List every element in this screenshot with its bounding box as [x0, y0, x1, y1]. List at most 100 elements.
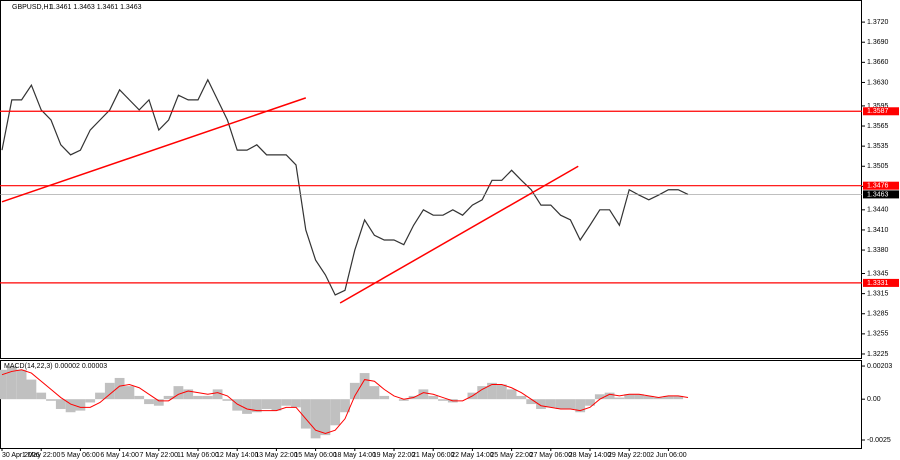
y-tick-label: 0.00	[867, 396, 881, 403]
x-tick-label: 25 May 22:00	[490, 452, 533, 459]
x-tick-label: 18 May 14:00	[334, 452, 377, 459]
macd-bar	[212, 389, 223, 400]
macd-bar	[153, 399, 164, 406]
macd-bar	[359, 373, 370, 400]
level-tag	[863, 181, 899, 190]
y-tick-label: 1.3690	[867, 39, 889, 46]
macd-bar	[428, 395, 439, 400]
macd-bar	[114, 377, 125, 400]
level-label: 1.3587	[867, 108, 889, 115]
current-price-tag	[863, 190, 899, 199]
macd-bar	[26, 379, 37, 400]
macd-bar	[555, 399, 566, 409]
macd-bar	[242, 399, 252, 414]
macd-bar	[95, 392, 105, 400]
macd-bar	[261, 399, 272, 409]
y-tick-label: 1.3255	[867, 331, 889, 338]
level-label: 1.3331	[867, 280, 889, 287]
y-tick-label: 1.3535	[867, 143, 889, 150]
main-pane	[0, 0, 862, 359]
macd-bar	[232, 399, 243, 411]
price-line	[1, 78, 689, 296]
macd-bar	[271, 399, 282, 411]
x-tick-label: 12 May 14:00	[216, 452, 259, 459]
x-tick-label: 15 May 06:00	[294, 452, 337, 459]
macd-bar	[55, 399, 66, 409]
macd-bar	[163, 395, 174, 400]
macd-bar	[545, 399, 556, 408]
macd-bar	[75, 399, 86, 411]
x-tick-label: 21 May 06:00	[412, 452, 455, 459]
macd-bar	[6, 366, 17, 400]
macd-bar	[251, 399, 262, 413]
macd-bar	[0, 369, 7, 400]
y-tick-label: 1.3720	[867, 19, 889, 26]
macd-bar	[173, 386, 184, 400]
x-tick-label: 30 Apr 2026	[2, 452, 40, 459]
y-tick-label: 1.3225	[867, 351, 889, 358]
y-tick-label: 1.3380	[867, 247, 889, 254]
macd-bar	[487, 382, 497, 400]
macd-bar	[585, 399, 595, 406]
symbol-title: GBPUSD,H1	[12, 4, 53, 11]
macd-bar	[398, 399, 409, 401]
indicator-title: MACD(14,22,3) 0.00002 0.00003	[4, 363, 107, 370]
trend-line	[339, 165, 579, 304]
macd-bar	[673, 395, 684, 400]
macd-bar	[663, 395, 674, 400]
macd-bar	[36, 392, 47, 400]
x-tick-label: 5 May 06:00	[61, 452, 100, 459]
indicator-pane	[0, 360, 862, 449]
x-tick-label: 22 May 14:00	[451, 452, 494, 459]
macd-bar	[104, 382, 115, 400]
x-tick-label: 2 Jun 06:00	[650, 452, 687, 459]
macd-bar	[634, 394, 644, 400]
macd-bar	[643, 395, 654, 400]
macd-bar	[496, 384, 507, 400]
level-label: 1.3476	[867, 183, 889, 190]
y-tick-label: -0.0025	[867, 437, 891, 444]
macd-bar	[506, 389, 517, 400]
y-tick-label: 0.00203	[867, 363, 892, 370]
macd-bar	[477, 386, 488, 400]
macd-bar	[281, 399, 292, 406]
x-tick-label: 1 May 22:00	[22, 452, 61, 459]
macd-bar	[565, 399, 576, 409]
macd-bar	[202, 395, 213, 400]
macd-bar	[124, 386, 135, 400]
macd-bar	[340, 399, 350, 413]
macd-bar	[418, 389, 429, 400]
macd-bar	[46, 399, 56, 401]
y-tick-label: 1.3315	[867, 290, 889, 297]
x-tick-label: 29 May 22:00	[608, 452, 651, 459]
x-tick-label: 11 May 06:00	[177, 452, 219, 459]
macd-bar	[438, 399, 448, 401]
macd-bar	[85, 399, 96, 403]
level-tag	[863, 278, 899, 287]
x-tick-label: 27 May 06:00	[530, 452, 573, 459]
trend-line	[1, 97, 307, 203]
current-price-label: 1.3463	[867, 191, 889, 198]
ohlc: 1.3461 1.3463 1.3461 1.3463	[50, 4, 142, 11]
macd-bar	[594, 394, 605, 400]
y-tick-label: 1.3410	[867, 227, 889, 234]
macd-bar	[300, 399, 311, 429]
macd-bar	[536, 399, 546, 409]
macd-bar	[575, 399, 586, 413]
macd-bar	[193, 395, 203, 400]
y-tick-label: 1.3660	[867, 59, 889, 66]
y-tick-label: 1.3630	[867, 79, 889, 86]
x-tick-label: 19 May 22:00	[373, 452, 416, 459]
x-tick-label: 13 May 22:00	[255, 452, 298, 459]
signal-line	[1, 369, 689, 434]
macd-bar	[349, 382, 360, 400]
x-tick-label: 7 May 22:00	[140, 452, 179, 459]
y-tick-label: 1.3565	[867, 123, 889, 130]
level-tag	[863, 107, 899, 116]
macd-bar	[134, 395, 145, 400]
macd-bar	[516, 395, 527, 400]
macd-bar	[526, 399, 537, 405]
macd-bar	[16, 369, 27, 400]
